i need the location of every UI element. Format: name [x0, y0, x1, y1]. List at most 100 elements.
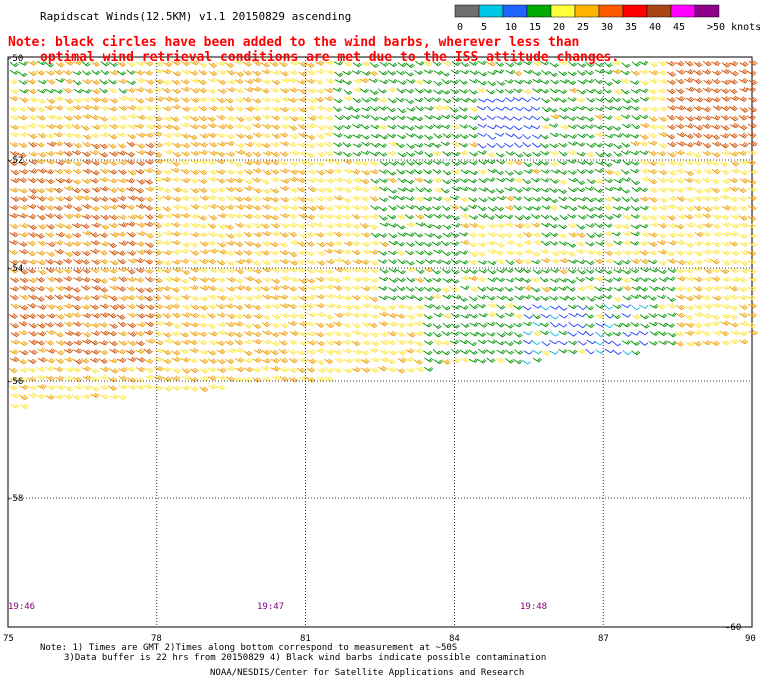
wind-barb	[197, 79, 207, 86]
wind-barb	[531, 287, 541, 293]
wind-barb	[315, 302, 325, 309]
wind-barb	[703, 133, 713, 140]
wind-barb	[315, 88, 325, 94]
wind-barb	[63, 151, 73, 157]
wind-barb	[162, 187, 172, 194]
wind-barb	[36, 177, 46, 184]
wind-barb	[316, 205, 326, 211]
wind-barb	[350, 114, 361, 119]
wind-barb	[379, 186, 389, 192]
wind-barb	[252, 222, 262, 229]
wind-barb	[667, 312, 677, 317]
wind-barb	[154, 186, 164, 192]
wind-barb	[253, 286, 263, 292]
wind-barb	[549, 161, 559, 167]
wind-barb	[162, 169, 172, 175]
wind-barb	[162, 68, 172, 75]
wind-barb	[343, 158, 353, 165]
wind-barb	[316, 367, 327, 373]
wind-barb	[26, 376, 37, 382]
wind-barb	[485, 286, 496, 292]
wind-barb	[540, 295, 550, 301]
wind-barb	[405, 169, 415, 175]
wind-barb	[270, 294, 280, 300]
wind-barb	[719, 161, 729, 167]
wind-barb	[477, 168, 487, 175]
wind-barb	[360, 312, 370, 318]
wind-barb	[27, 240, 37, 247]
wind-barb	[145, 214, 154, 220]
wind-barb	[703, 96, 713, 103]
wind-barb	[505, 177, 515, 183]
wind-barb	[360, 331, 370, 338]
wind-barb	[539, 88, 550, 94]
wind-barb	[622, 214, 632, 220]
wind-barb	[386, 339, 396, 346]
wind-barb	[287, 213, 298, 219]
legend-swatch	[622, 4, 648, 18]
wind-barb	[226, 347, 236, 354]
wind-barb	[288, 251, 298, 258]
wind-barb	[334, 357, 344, 364]
wind-barb	[505, 195, 515, 202]
wind-barb	[280, 71, 290, 77]
wind-barb	[630, 196, 640, 203]
legend-label: 0	[457, 22, 463, 33]
wind-barb	[342, 348, 352, 354]
wind-barb	[739, 86, 749, 93]
wind-barb	[315, 68, 325, 75]
legend-swatch	[574, 4, 600, 18]
wind-barb	[81, 393, 91, 400]
wind-barb	[477, 241, 487, 248]
wind-barb	[568, 61, 578, 67]
wind-barb	[36, 115, 46, 121]
legend-swatch	[454, 4, 480, 18]
wind-barb	[710, 196, 720, 202]
wind-barb	[469, 286, 479, 292]
wind-barb	[370, 178, 380, 184]
wind-barb	[657, 60, 667, 67]
wind-barb	[17, 177, 28, 183]
wind-barb	[432, 61, 442, 67]
wind-barb	[46, 114, 56, 120]
wind-barb	[217, 267, 227, 274]
wind-barb	[225, 358, 235, 364]
wind-barb	[577, 305, 587, 311]
wind-barb	[748, 79, 758, 86]
wind-barb	[343, 60, 353, 67]
wind-barb	[387, 150, 397, 157]
wind-barb	[99, 303, 110, 309]
wind-barb	[224, 123, 234, 130]
wind-barb	[225, 186, 235, 193]
wind-barb	[388, 277, 398, 283]
wind-barb	[657, 160, 667, 167]
wind-barb	[558, 179, 568, 185]
wind-barb	[152, 295, 162, 301]
wind-barb	[27, 88, 37, 95]
wind-barb	[226, 286, 236, 292]
wind-barb	[442, 260, 452, 265]
wind-barb	[72, 70, 82, 76]
wind-barb	[109, 231, 119, 238]
wind-barb	[73, 206, 83, 212]
wind-barb	[675, 331, 685, 337]
wind-barb	[135, 377, 145, 383]
wind-barb	[441, 268, 451, 274]
wind-barb	[712, 105, 723, 111]
wind-barb	[397, 107, 407, 114]
wind-barb	[162, 358, 172, 365]
wind-barb	[108, 169, 118, 175]
wind-barb	[603, 268, 613, 275]
wind-barb	[162, 313, 172, 319]
wind-barb	[315, 114, 325, 120]
wind-barb	[631, 123, 641, 130]
wind-barb	[154, 158, 164, 164]
wind-barb	[577, 295, 587, 301]
wind-barb	[216, 303, 226, 310]
wind-barb	[694, 223, 704, 230]
wind-barb	[549, 339, 559, 345]
wind-barb	[531, 232, 542, 238]
wind-barb	[117, 61, 127, 68]
wind-barb	[710, 340, 721, 347]
wind-barb	[674, 160, 684, 167]
